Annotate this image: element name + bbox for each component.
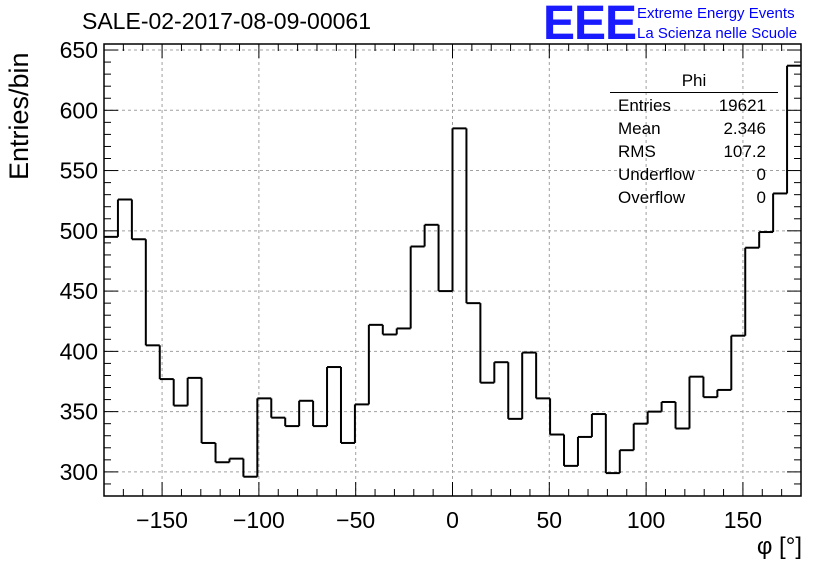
- y-axis-label: Entries/bin: [4, 52, 34, 180]
- stats-label: Mean: [618, 119, 661, 138]
- x-tick-label: −50: [336, 507, 375, 533]
- stats-value: 107.2: [723, 142, 766, 161]
- x-tick-label: 100: [627, 507, 665, 533]
- eee-logo: EEE: [543, 0, 637, 50]
- logo-line-2: La Scienza nelle Scuole: [637, 25, 798, 42]
- x-tick-label: −100: [233, 507, 285, 533]
- x-tick-label: 0: [446, 507, 459, 533]
- stats-row-underflow: Underflow 0: [610, 163, 778, 186]
- logo-line-1: Extreme Energy Events: [637, 5, 795, 22]
- stats-box: Phi Entries 19621 Mean 2.346 RMS 107.2 U…: [610, 70, 778, 209]
- stats-row-overflow: Overflow 0: [610, 186, 778, 209]
- stats-value: 0: [756, 165, 766, 184]
- x-tick-label: 50: [537, 507, 563, 533]
- x-tick-label: 150: [724, 507, 762, 533]
- stats-row-entries: Entries 19621: [610, 94, 778, 117]
- stats-title: Phi: [610, 70, 778, 93]
- stats-row-rms: RMS 107.2: [610, 140, 778, 163]
- stats-value: 19621: [718, 96, 766, 115]
- y-tick-label: 300: [60, 459, 98, 485]
- stats-label: RMS: [618, 142, 656, 161]
- x-tick-label: −150: [136, 507, 188, 533]
- stats-row-mean: Mean 2.346: [610, 117, 778, 140]
- y-tick-label: 650: [60, 37, 98, 63]
- stats-value: 2.346: [723, 119, 766, 138]
- stats-label: Entries: [618, 96, 671, 115]
- stats-label: Overflow: [618, 188, 686, 207]
- stats-value: 0: [756, 188, 766, 207]
- chart-title: SALE-02-2017-08-09-00061: [82, 8, 371, 34]
- y-tick-label: 550: [60, 158, 98, 184]
- y-tick-label: 600: [60, 97, 98, 123]
- y-tick-label: 450: [60, 278, 98, 304]
- y-tick-label: 350: [60, 399, 98, 425]
- stats-label: Underflow: [618, 165, 695, 184]
- x-axis-label: φ [°]: [756, 533, 802, 560]
- eee-logo-text: Extreme Energy Events La Scienza nelle S…: [637, 4, 797, 44]
- y-tick-label: 500: [60, 218, 98, 244]
- y-tick-label: 400: [60, 338, 98, 364]
